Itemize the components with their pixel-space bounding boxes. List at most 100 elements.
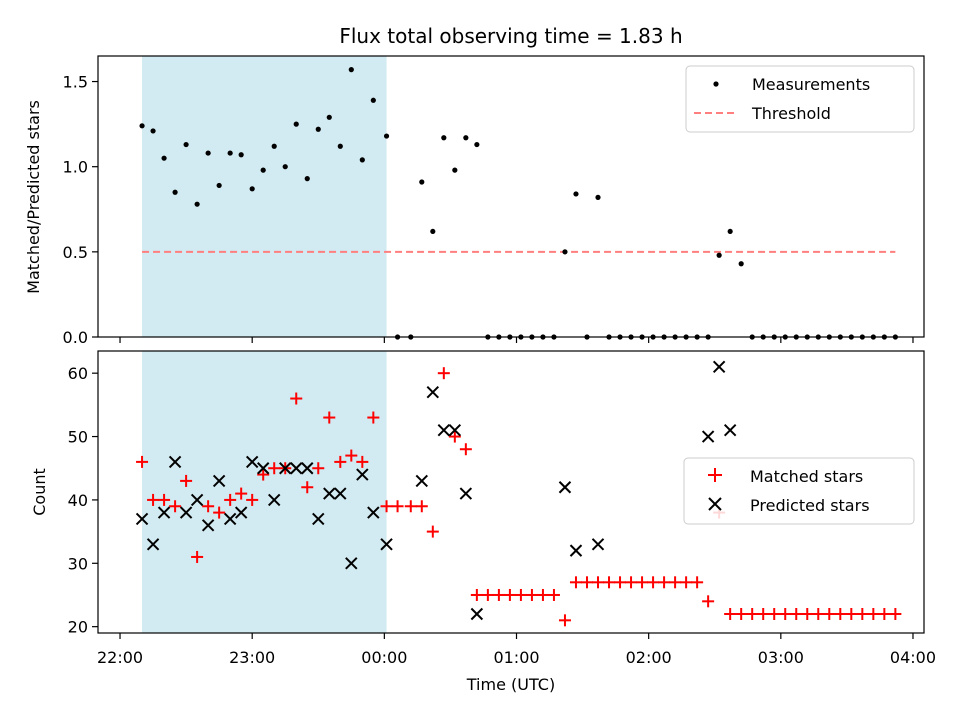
predicted-star-point (135, 512, 149, 526)
matched-star-point (746, 607, 759, 620)
predicted-star-point (245, 455, 259, 469)
matched-star-point (470, 588, 483, 601)
matched-star-point (702, 595, 715, 608)
matched-star-point (257, 468, 270, 481)
predicted-star-point (301, 462, 314, 475)
measurement-point (172, 189, 178, 195)
matched-star-point (356, 455, 369, 468)
predicted-star-point (380, 538, 393, 551)
predicted-star-point (168, 455, 182, 469)
predicted-star-point (701, 430, 715, 443)
predicted-star-point (448, 424, 462, 437)
y-tick-label: 20 (68, 618, 88, 637)
measurement-point (227, 150, 233, 156)
predicted-star-point (312, 512, 325, 526)
matched-star-point (158, 493, 171, 506)
predicted-star-point (356, 468, 369, 481)
matched-star-point (801, 607, 814, 620)
matched-star-point (268, 462, 281, 475)
measurement-point (249, 186, 255, 192)
matched-star-point (658, 576, 671, 589)
matched-star-point (768, 607, 781, 620)
matched-star-point (614, 576, 627, 589)
matched-star-point (169, 500, 182, 513)
predicted-star-point (426, 385, 440, 399)
matched-star-point (779, 607, 792, 620)
matched-star-point (823, 607, 836, 620)
matched-star-point (603, 576, 616, 589)
measurement-point (727, 228, 733, 235)
matched-star-point (180, 474, 193, 487)
shaded-interval (142, 56, 387, 337)
matched-star-point (625, 576, 638, 589)
y-tick-label: 0.0 (63, 328, 88, 347)
matched-star-point (437, 367, 450, 380)
x-tick-label: 01:00 (493, 648, 539, 667)
measurement-point (238, 152, 244, 158)
matched-star-point (867, 607, 880, 620)
predicted-star-point (212, 474, 226, 488)
legend-matched-marker (708, 468, 722, 482)
predicted-star-point (459, 487, 473, 500)
measurement-point (293, 121, 299, 127)
matched-star-point (834, 607, 847, 620)
matched-star-point (367, 411, 380, 424)
matched-star-point (459, 443, 472, 456)
top-x-ticks (119, 337, 914, 343)
predicted-star-point (323, 487, 336, 500)
matched-star-point (312, 462, 325, 475)
bottom-panel: 20 30 40 50 60 22:00 23:00 00:00 01:00 02:00 03:0… (30, 350, 936, 694)
matched-star-point (536, 588, 549, 601)
measurement-point (348, 67, 354, 73)
measurement-point (595, 194, 601, 200)
y-tick-label: 60 (68, 364, 88, 383)
predicted-star-point (334, 487, 347, 500)
predicted-star-point (279, 462, 292, 475)
measurement-point (315, 126, 321, 132)
legend-measurements-marker (713, 81, 719, 87)
x-tick-label: 22:00 (97, 648, 143, 667)
top-legend: Measurements Threshold (685, 65, 915, 133)
predicted-star-point (712, 360, 726, 374)
predicted-star-point (367, 506, 380, 519)
legend-predicted-label: Predicted stars (750, 496, 870, 515)
measurement-point (337, 143, 343, 149)
matched-star-point (481, 588, 494, 601)
matched-star-point (856, 607, 869, 620)
y-tick-label: 1.5 (63, 73, 88, 92)
measurement-point (716, 252, 722, 258)
predicted-star-point (157, 506, 171, 519)
matched-star-point (492, 588, 505, 601)
matched-star-point (503, 588, 516, 601)
measurement-point (260, 167, 266, 173)
predicted-star-point (437, 424, 451, 437)
measurement-point (139, 123, 145, 129)
matched-star-point (790, 607, 803, 620)
measurement-point (205, 150, 211, 156)
predicted-star-point (591, 538, 605, 551)
matched-star-point (213, 506, 226, 519)
measurement-point (430, 228, 436, 235)
measurement-point (216, 182, 222, 189)
matched-star-point (757, 607, 770, 620)
matched-star-point (224, 493, 237, 506)
chart-title: Flux total observing time = 1.83 h (339, 24, 682, 48)
measurement-point (304, 176, 310, 182)
top-y-axis-label: Matched/Predicted stars (24, 100, 43, 294)
top-axes-frame (97, 55, 925, 338)
matched-star-point (592, 576, 605, 589)
bottom-y-axis-label: Count (30, 468, 49, 516)
measurement-point (383, 133, 390, 139)
shaded-interval (142, 351, 387, 633)
measurement-point (738, 261, 744, 267)
y-tick-label: 40 (68, 491, 88, 510)
measurement-point (326, 114, 332, 120)
matched-star-point (290, 392, 303, 405)
measurement-point (441, 135, 447, 141)
x-tick-label: 00:00 (361, 648, 407, 667)
matched-star-point (525, 588, 538, 601)
predicted-star-point (146, 538, 160, 551)
legend-measurements-label: Measurements (752, 75, 870, 94)
x-tick-label: 04:00 (890, 648, 936, 667)
y-tick-label: 30 (68, 554, 88, 573)
